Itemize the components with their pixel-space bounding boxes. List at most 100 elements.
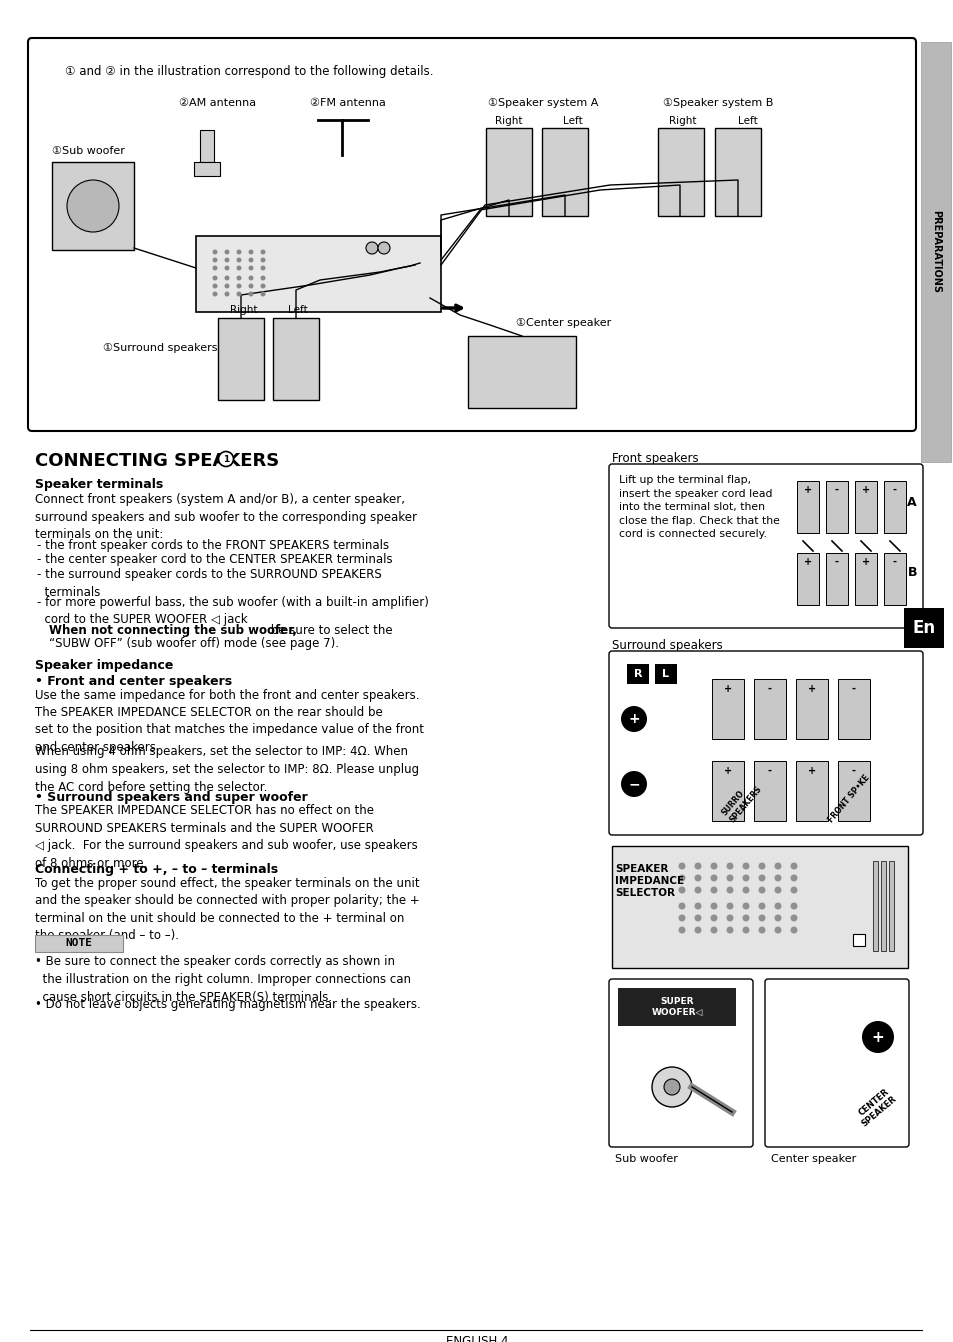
Bar: [753, 679, 785, 739]
Bar: [796, 553, 818, 605]
Text: - the surround speaker cords to the SURROUND SPEAKERS
  terminals: - the surround speaker cords to the SURR…: [37, 568, 381, 599]
Bar: [880, 862, 885, 951]
Circle shape: [726, 903, 733, 910]
FancyBboxPatch shape: [608, 980, 752, 1147]
Text: -: -: [892, 557, 896, 568]
FancyBboxPatch shape: [608, 464, 923, 628]
Text: Sub woofer: Sub woofer: [615, 1154, 678, 1164]
Circle shape: [260, 258, 265, 263]
Text: -: -: [851, 684, 855, 694]
Text: Center speaker: Center speaker: [770, 1154, 856, 1164]
Circle shape: [67, 180, 119, 232]
Text: - the center speaker cord to the CENTER SPEAKER terminals: - the center speaker cord to the CENTER …: [37, 553, 393, 566]
Circle shape: [774, 875, 781, 882]
Circle shape: [758, 863, 764, 870]
Circle shape: [710, 926, 717, 934]
Circle shape: [224, 291, 230, 297]
Bar: [626, 664, 648, 684]
Circle shape: [694, 863, 700, 870]
Bar: [52, 162, 133, 250]
Circle shape: [213, 291, 217, 297]
Circle shape: [377, 242, 390, 254]
Text: -: -: [834, 484, 838, 495]
Bar: [888, 862, 893, 951]
Circle shape: [678, 914, 685, 922]
Text: -: -: [851, 766, 855, 776]
Text: SURRO
SPEAKERS: SURRO SPEAKERS: [720, 777, 762, 824]
Circle shape: [790, 887, 797, 894]
Circle shape: [710, 875, 717, 882]
Circle shape: [710, 903, 717, 910]
Text: En: En: [911, 619, 935, 637]
Circle shape: [213, 250, 217, 255]
Text: +: +: [861, 557, 869, 568]
Text: Lift up the terminal flap,
insert the speaker cord lead
into the terminal slot, : Lift up the terminal flap, insert the sp…: [618, 475, 779, 539]
Text: - for more powerful bass, the sub woofer (with a built-in amplifier)
  cord to t: - for more powerful bass, the sub woofer…: [37, 596, 429, 627]
Text: +: +: [807, 684, 815, 694]
Circle shape: [774, 903, 781, 910]
Bar: [618, 988, 735, 1027]
Text: ①Sub woofer: ①Sub woofer: [51, 146, 124, 156]
Circle shape: [224, 275, 230, 280]
Text: “SUBW OFF” (sub woofer off) mode (see page 7).: “SUBW OFF” (sub woofer off) mode (see pa…: [49, 637, 338, 651]
Text: • Be sure to connect the speaker cords correctly as shown in
  the illustration : • Be sure to connect the speaker cords c…: [35, 956, 411, 1004]
Circle shape: [236, 275, 241, 280]
Circle shape: [366, 242, 377, 254]
Text: Speaker impedance: Speaker impedance: [35, 659, 173, 672]
Text: When not connecting the sub woofer,: When not connecting the sub woofer,: [49, 624, 296, 637]
Circle shape: [726, 863, 733, 870]
Circle shape: [678, 887, 685, 894]
Circle shape: [224, 283, 230, 289]
Bar: [195, 236, 440, 311]
Circle shape: [213, 283, 217, 289]
Bar: [273, 318, 318, 400]
Text: ①Speaker system B: ①Speaker system B: [662, 98, 772, 107]
Text: Right: Right: [495, 115, 522, 126]
Circle shape: [774, 914, 781, 922]
Circle shape: [260, 291, 265, 297]
Text: CENTER
SPEAKER: CENTER SPEAKER: [852, 1087, 897, 1129]
Circle shape: [694, 887, 700, 894]
Circle shape: [726, 926, 733, 934]
Circle shape: [758, 887, 764, 894]
Circle shape: [260, 283, 265, 289]
Bar: [903, 608, 943, 648]
Text: SUPER
WOOFER◁: SUPER WOOFER◁: [651, 997, 702, 1017]
Text: -: -: [767, 684, 771, 694]
Text: -: -: [767, 766, 771, 776]
Circle shape: [694, 914, 700, 922]
Text: ①Center speaker: ①Center speaker: [516, 318, 611, 327]
Bar: [35, 934, 123, 951]
Bar: [711, 761, 743, 821]
Text: The SPEAKER IMPEDANCE SELECTOR has no effect on the
SURROUND SPEAKERS terminals : The SPEAKER IMPEDANCE SELECTOR has no ef…: [35, 804, 417, 870]
Text: Left: Left: [288, 305, 308, 315]
Text: NOTE: NOTE: [66, 938, 92, 947]
Bar: [872, 862, 877, 951]
Circle shape: [741, 914, 749, 922]
Circle shape: [678, 875, 685, 882]
Circle shape: [741, 863, 749, 870]
Circle shape: [694, 875, 700, 882]
Circle shape: [248, 266, 253, 271]
Circle shape: [774, 887, 781, 894]
Text: A: A: [906, 495, 916, 509]
Circle shape: [790, 875, 797, 882]
Bar: [753, 761, 785, 821]
Text: -: -: [834, 557, 838, 568]
Text: ENGLISH 4: ENGLISH 4: [445, 1335, 508, 1342]
Circle shape: [260, 275, 265, 280]
Circle shape: [790, 863, 797, 870]
Circle shape: [224, 250, 230, 255]
Circle shape: [678, 926, 685, 934]
Circle shape: [663, 1079, 679, 1095]
FancyBboxPatch shape: [764, 980, 908, 1147]
Circle shape: [236, 266, 241, 271]
Text: • Do not leave objects generating magnetism near the speakers.: • Do not leave objects generating magnet…: [35, 998, 420, 1011]
Circle shape: [694, 926, 700, 934]
Text: 1: 1: [223, 455, 229, 463]
Text: +: +: [861, 484, 869, 495]
Text: Connecting + to +, – to – terminals: Connecting + to +, – to – terminals: [35, 863, 278, 875]
Circle shape: [248, 275, 253, 280]
Circle shape: [741, 903, 749, 910]
Circle shape: [710, 863, 717, 870]
